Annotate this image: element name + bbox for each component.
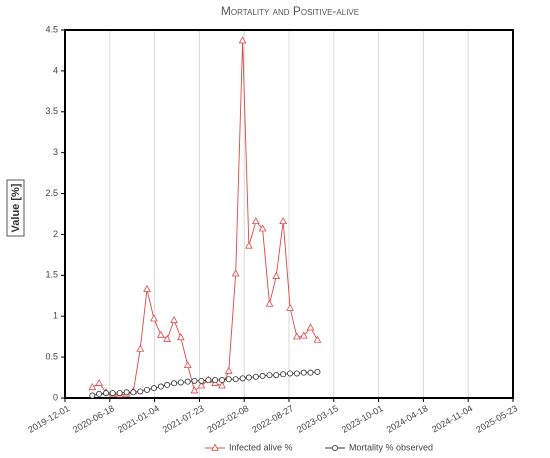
- y-label-box: [6, 179, 25, 237]
- circle-marker: [89, 392, 96, 399]
- triangle-marker: [218, 381, 226, 389]
- y-tick-label: 2: [53, 229, 58, 239]
- circle-marker: [184, 378, 191, 385]
- triangle-marker: [170, 315, 178, 324]
- triangle-marker: [286, 303, 294, 311]
- y-tick-label: 1: [53, 311, 58, 321]
- triangle-marker: [231, 269, 240, 277]
- circle-marker: [293, 370, 300, 377]
- triangle-marker: [183, 360, 192, 368]
- circle-marker: [116, 390, 123, 397]
- series-line: [92, 40, 318, 396]
- x-tick-label: 2021-07-23: [161, 403, 206, 435]
- circle-marker: [102, 390, 109, 397]
- triangle-marker: [136, 344, 145, 352]
- triangle-marker: [150, 314, 158, 322]
- circle-marker: [245, 374, 252, 381]
- circle-marker: [212, 377, 219, 384]
- x-tick-label: 2023-10-01: [340, 403, 385, 435]
- triangle-marker: [245, 241, 253, 249]
- circle-marker: [109, 390, 116, 397]
- circle-marker: [130, 389, 137, 396]
- circle-marker: [191, 377, 198, 384]
- circle-marker: [266, 372, 273, 379]
- y-tick-label: 0.5: [45, 351, 58, 361]
- circle-marker: [177, 379, 184, 386]
- triangle-marker: [224, 366, 233, 374]
- x-tick-label: 2024-04-18: [385, 403, 430, 435]
- x-tick-label: 2022-02-08: [206, 403, 251, 435]
- y-tick-label: 3: [53, 147, 58, 157]
- circle-marker: [300, 369, 307, 376]
- triangle-marker: [279, 217, 288, 225]
- triangle-marker: [313, 335, 322, 343]
- x-tick-label: 2023-03-15: [295, 403, 340, 435]
- triangle-marker: [238, 36, 247, 44]
- triangle-marker: [190, 386, 199, 394]
- chart-title: Mortality and Positive-alive: [221, 4, 359, 18]
- circle-marker: [273, 372, 280, 379]
- x-tick-label: 2024-11-04: [430, 403, 474, 434]
- plot-border: [64, 29, 514, 399]
- y-tick-label: 2.5: [45, 188, 58, 198]
- y-tick-label: 4: [53, 65, 58, 75]
- triangle-marker: [95, 378, 103, 386]
- circle-marker: [314, 368, 321, 375]
- triangle-marker: [272, 271, 281, 279]
- triangle-marker: [258, 224, 267, 232]
- triangle-marker: [197, 381, 206, 389]
- triangle-marker: [163, 334, 172, 342]
- circle-marker: [232, 376, 239, 383]
- circle-marker: [331, 444, 338, 451]
- triangle-marker: [211, 443, 219, 451]
- x-tick-label: 2021-01-04: [116, 403, 161, 435]
- y-axis-label: Value [%]: [10, 183, 22, 232]
- triangle-marker: [176, 333, 185, 341]
- circle-marker: [198, 377, 205, 384]
- circle-marker: [96, 390, 103, 397]
- circle-marker: [157, 383, 164, 390]
- circle-marker: [123, 389, 130, 396]
- triangle-marker: [306, 323, 315, 331]
- circle-marker: [225, 376, 232, 383]
- y-tick-label: 4.5: [45, 24, 58, 34]
- legend-label: Infected alive %: [229, 442, 293, 452]
- triangle-marker: [299, 331, 308, 339]
- x-tick-label: 2019-12-01: [26, 403, 71, 435]
- triangle-marker: [292, 332, 301, 340]
- circle-marker: [150, 385, 157, 392]
- y-tick-label: 1.5: [45, 270, 58, 280]
- circle-marker: [280, 371, 287, 378]
- triangle-marker: [251, 217, 260, 225]
- circle-marker: [287, 370, 294, 377]
- triangle-marker: [265, 299, 274, 307]
- legend-label: Mortality % observed: [349, 442, 433, 452]
- x-tick-label: 2025-05-23: [474, 403, 519, 435]
- triangle-marker: [143, 284, 151, 292]
- circle-marker: [307, 369, 314, 376]
- x-tick-label: 2020-06-18: [71, 403, 116, 435]
- circle-marker: [239, 375, 246, 382]
- triangle-marker: [88, 383, 97, 391]
- x-tick-label: 2022-08-27: [250, 403, 295, 435]
- series-line: [92, 371, 318, 396]
- circle-marker: [171, 380, 178, 387]
- circle-marker: [137, 388, 144, 395]
- circle-marker: [143, 386, 150, 393]
- circle-marker: [219, 377, 226, 384]
- y-tick-label: 3.5: [45, 106, 58, 116]
- circle-marker: [252, 373, 259, 380]
- circle-marker: [205, 377, 212, 384]
- circle-marker: [259, 372, 266, 379]
- circle-marker: [164, 381, 171, 388]
- triangle-marker: [156, 330, 165, 338]
- y-tick-label: 0: [53, 392, 58, 402]
